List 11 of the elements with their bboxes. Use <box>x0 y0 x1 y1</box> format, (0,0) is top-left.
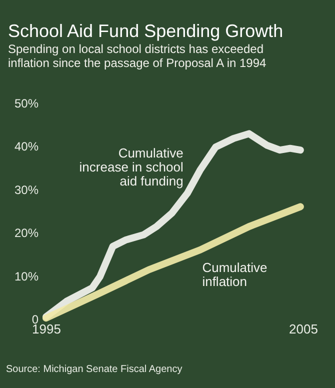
series-label: Cumulative increase in school aid funding <box>79 145 184 188</box>
y-tick-label: 10% <box>14 269 39 284</box>
y-tick-label: 30% <box>14 182 39 197</box>
source-note: Source: Michigan Senate Fiscal Agency <box>6 364 182 375</box>
series-label: Cumulative inflation <box>202 260 268 289</box>
y-tick-label: 20% <box>14 226 39 240</box>
y-tick-label: 40% <box>14 140 39 154</box>
y-tick-label: 50% <box>14 96 39 110</box>
chart-subtitle: Spending on local school districts has exceeded inflation since the passage of Proposal A in 1994 <box>8 42 267 70</box>
chart-title: School Aid Fund Spending Growth <box>8 21 284 41</box>
x-tick-label: 2005 <box>289 322 318 336</box>
